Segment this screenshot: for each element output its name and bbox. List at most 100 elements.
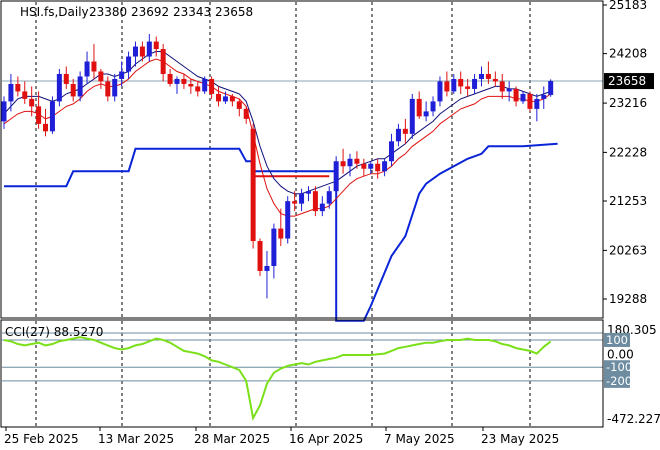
candle (49, 96, 55, 134)
candle (492, 71, 498, 87)
candle-body (250, 128, 256, 242)
candle (465, 78, 471, 97)
candle-body (423, 111, 429, 117)
x-tick-label: 25 Feb 2025 (4, 432, 79, 446)
candle-body (160, 49, 166, 74)
candle-body (264, 265, 270, 271)
cci-grid (2, 321, 603, 426)
candle (437, 76, 443, 107)
candle-body (98, 71, 104, 82)
candle-body (15, 83, 21, 92)
main-grid (2, 2, 603, 317)
candle-body (139, 46, 145, 57)
candle-body (361, 163, 367, 169)
candle-body (153, 41, 159, 50)
candle-body (70, 83, 76, 97)
candle (333, 156, 339, 197)
candle-body (84, 61, 90, 77)
cci-tick-label: 100 (606, 333, 628, 347)
candle (146, 34, 152, 62)
candle (112, 73, 118, 102)
candle-body (409, 98, 415, 134)
candle (361, 158, 367, 177)
candle-body (119, 71, 125, 79)
candle (181, 73, 187, 89)
candle (347, 153, 353, 177)
cci-tick-label: -472.227 (607, 412, 660, 426)
candle-body (389, 141, 395, 162)
fast-moving-average (3, 58, 551, 217)
candle (105, 76, 111, 102)
candle-body (382, 161, 388, 172)
candle-body (195, 86, 201, 92)
trailing-stop-line (4, 142, 558, 322)
x-tick-label: 28 Mar 2025 (194, 432, 270, 446)
candle-body (416, 98, 422, 117)
candle-body (146, 41, 152, 57)
y-tick-label: 23216 (609, 96, 647, 110)
candle-body (402, 128, 408, 134)
candle-body (236, 101, 242, 109)
candle-body (8, 83, 14, 102)
candle (29, 86, 35, 117)
candle-body (229, 96, 235, 102)
candle-body (105, 81, 111, 97)
candle-body (77, 76, 83, 97)
candle (368, 161, 374, 174)
current-price-tag-text: 23658 (608, 74, 646, 88)
candle (153, 36, 159, 57)
candle-body (375, 163, 381, 172)
candle (534, 93, 540, 122)
candle-body (278, 228, 284, 239)
cci-pane-border (0, 319, 604, 428)
candle-body (437, 81, 443, 102)
y-tick-label: 20263 (609, 243, 647, 257)
candle-body (63, 73, 69, 84)
candle (229, 93, 235, 107)
candle-body (465, 86, 471, 89)
candle (312, 186, 318, 217)
candle (299, 188, 305, 212)
candle-body (458, 78, 464, 87)
candle (478, 66, 484, 87)
candle (271, 223, 277, 279)
candle (1, 96, 7, 129)
candle (188, 78, 194, 94)
candle (236, 98, 242, 117)
candle-body (368, 163, 374, 169)
candle-body (513, 88, 519, 102)
candle-body (354, 158, 360, 164)
chart-header-symbol: HSI.fs,Daily (20, 5, 89, 19)
candle-body (292, 201, 298, 204)
y-tick-label: 22228 (609, 145, 647, 159)
cci-label: CCI(27) 88.5270 (5, 325, 103, 339)
slow-moving-average (3, 51, 551, 195)
candle (257, 238, 263, 276)
candle (119, 61, 125, 87)
candle (430, 96, 436, 117)
candle (63, 66, 69, 89)
candle (216, 86, 222, 107)
candle (458, 71, 464, 94)
candle (285, 196, 291, 244)
candle (451, 73, 457, 94)
candle-body (29, 98, 35, 107)
candle (354, 151, 360, 169)
candle-body (216, 93, 222, 102)
candle (305, 186, 311, 202)
candle-body (520, 93, 526, 102)
candle (209, 76, 215, 99)
candle-body (395, 128, 401, 142)
candle-body (299, 193, 305, 204)
candle (195, 81, 201, 97)
candle (15, 76, 21, 97)
candle (520, 91, 526, 104)
candle (167, 68, 173, 87)
candle-body (333, 161, 339, 192)
x-axis-labels: 25 Feb 2025 13 Mar 2025 28 Mar 2025 16 Apr … (4, 427, 559, 446)
candle-body (326, 191, 332, 204)
candle (91, 44, 97, 79)
candle (43, 108, 49, 137)
candle (139, 41, 145, 62)
candle (382, 158, 388, 177)
